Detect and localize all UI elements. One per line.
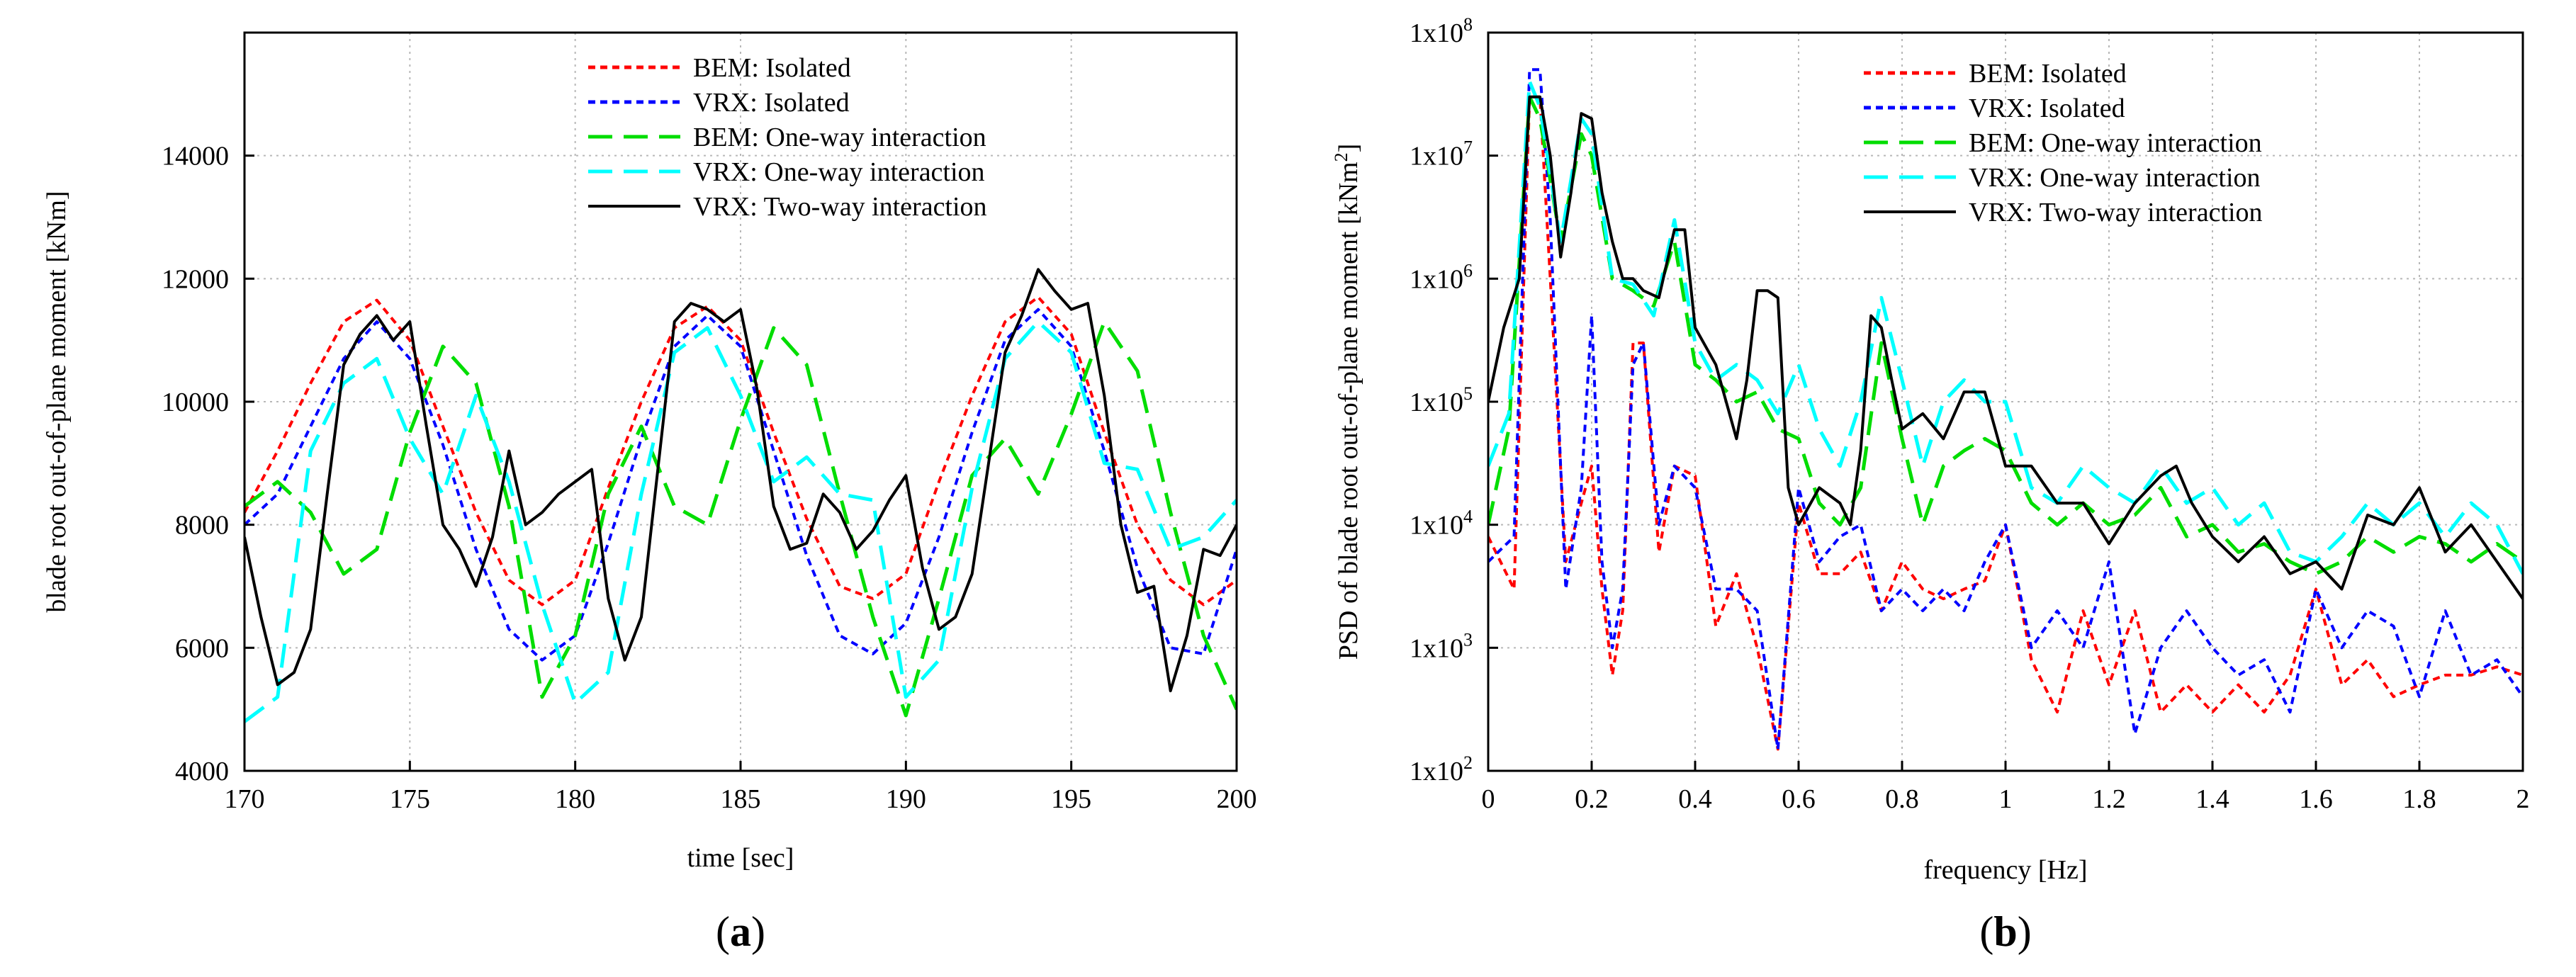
panel-b-label: (b) bbox=[1979, 908, 2031, 955]
series-line-vrx-isolated bbox=[1488, 68, 2523, 751]
x-tick-label: 200 bbox=[1217, 784, 1257, 814]
y-tick-label: 8000 bbox=[175, 511, 229, 541]
y-tick-label: 14000 bbox=[162, 142, 229, 171]
panel-a-ticks: 170 175 180 185 190 195 200 4000 6000 8000 10000 12… bbox=[162, 142, 1257, 814]
legend-label: BEM: One-way interaction bbox=[693, 123, 986, 152]
series-line-bem-isolated bbox=[1488, 95, 2523, 751]
legend-label: VRX: Two-way interaction bbox=[1969, 198, 2263, 227]
x-tick-label: 1.2 bbox=[2092, 784, 2126, 814]
x-tick-label: 0.6 bbox=[1782, 784, 1816, 814]
legend-label: VRX: Isolated bbox=[1969, 94, 2125, 123]
x-tick-label: 1.8 bbox=[2402, 784, 2436, 814]
y-tick-label: 1x108 bbox=[1410, 14, 1473, 48]
panel-b-letter: b bbox=[1993, 908, 2017, 955]
legend-label: BEM: One-way interaction bbox=[1969, 128, 2262, 158]
x-tick-label: 195 bbox=[1051, 784, 1091, 814]
series-line-vrx-two-way-interaction bbox=[244, 268, 1237, 693]
x-tick-label: 190 bbox=[886, 784, 926, 814]
panel-b-chart: 0 0.2 0.4 0.6 0.8 1 1.2 1.4 1.6 1.8 2 1x102 1x103 1x1… bbox=[1331, 14, 2530, 955]
series-line-bem-one-way-interaction bbox=[244, 320, 1237, 718]
y-tick-label: 6000 bbox=[175, 633, 229, 663]
series-line-bem-isolated bbox=[244, 295, 1237, 606]
x-tick-label: 1 bbox=[1999, 784, 2013, 814]
x-tick-label: 170 bbox=[225, 784, 265, 814]
legend-label: BEM: Isolated bbox=[693, 53, 851, 83]
x-tick-label: 0.4 bbox=[1678, 784, 1712, 814]
x-tick-label: 0.8 bbox=[1885, 784, 1919, 814]
x-tick-label: 2 bbox=[2516, 784, 2530, 814]
panel-a-legend: BEM: Isolated VRX: Isolated BEM: One-way i… bbox=[588, 53, 987, 222]
x-tick-label: 180 bbox=[555, 784, 595, 814]
panel-b-grid bbox=[1488, 32, 2523, 771]
panel-b-y-axis-label: PSD of blade root out-of-plane moment [k… bbox=[1331, 144, 1363, 660]
panel-b-y-axis-label-suffix: ] bbox=[1334, 144, 1363, 153]
panel-a-chart: 170 175 180 185 190 195 200 4000 6000 8000 10000 12… bbox=[42, 31, 1257, 955]
x-tick-label: 0.2 bbox=[1575, 784, 1609, 814]
panel-a-grid bbox=[244, 33, 1237, 771]
y-tick-label: 1x102 bbox=[1410, 752, 1473, 786]
panel-a-x-axis-label: time [sec] bbox=[687, 843, 794, 873]
panel-b-series bbox=[1488, 68, 2523, 751]
legend-label: BEM: Isolated bbox=[1969, 59, 2127, 89]
panel-b-y-axis-label-superscript: 2 bbox=[1331, 152, 1351, 162]
legend-label: VRX: Isolated bbox=[693, 88, 850, 118]
y-tick-label: 12000 bbox=[162, 264, 229, 294]
y-tick-label: 1x107 bbox=[1410, 137, 1473, 171]
x-tick-label: 1.4 bbox=[2195, 784, 2229, 814]
panel-a-label: (a) bbox=[716, 908, 765, 955]
series-line-vrx-one-way-interaction bbox=[244, 320, 1237, 723]
y-tick-label: 1x103 bbox=[1410, 629, 1473, 663]
x-tick-label: 175 bbox=[390, 784, 430, 814]
panel-b-y-axis-label-main: PSD of blade root out-of-plane moment [k… bbox=[1334, 162, 1363, 660]
panel-a-letter: a bbox=[730, 908, 751, 955]
y-tick-label: 10000 bbox=[162, 388, 229, 417]
panel-a-y-axis-label: blade root out-of-plane moment [kNm] bbox=[42, 191, 72, 612]
x-tick-label: 185 bbox=[721, 784, 761, 814]
panel-b-legend: BEM: Isolated VRX: Isolated BEM: One-way i… bbox=[1864, 59, 2263, 227]
x-tick-label: 0 bbox=[1482, 784, 1495, 814]
y-tick-label: 4000 bbox=[175, 757, 229, 786]
panel-b-x-axis-label: frequency [Hz] bbox=[1923, 855, 2087, 885]
series-line-vrx-isolated bbox=[244, 307, 1237, 662]
panel-b-ticks: 0 0.2 0.4 0.6 0.8 1 1.2 1.4 1.6 1.8 2 1x102 1x103 1x1… bbox=[1410, 14, 2530, 814]
legend-label: VRX: One-way interaction bbox=[1969, 163, 2261, 193]
legend-label: VRX: Two-way interaction bbox=[693, 192, 987, 222]
y-tick-label: 1x104 bbox=[1410, 507, 1473, 541]
y-tick-label: 1x105 bbox=[1410, 383, 1473, 417]
x-tick-label: 1.6 bbox=[2299, 784, 2333, 814]
series-line-vrx-one-way-interaction bbox=[1488, 79, 2523, 575]
series-line-vrx-two-way-interaction bbox=[1488, 95, 2523, 600]
legend-label: VRX: One-way interaction bbox=[693, 157, 985, 187]
panel-a-series bbox=[244, 268, 1237, 723]
y-tick-label: 1x106 bbox=[1410, 260, 1473, 294]
